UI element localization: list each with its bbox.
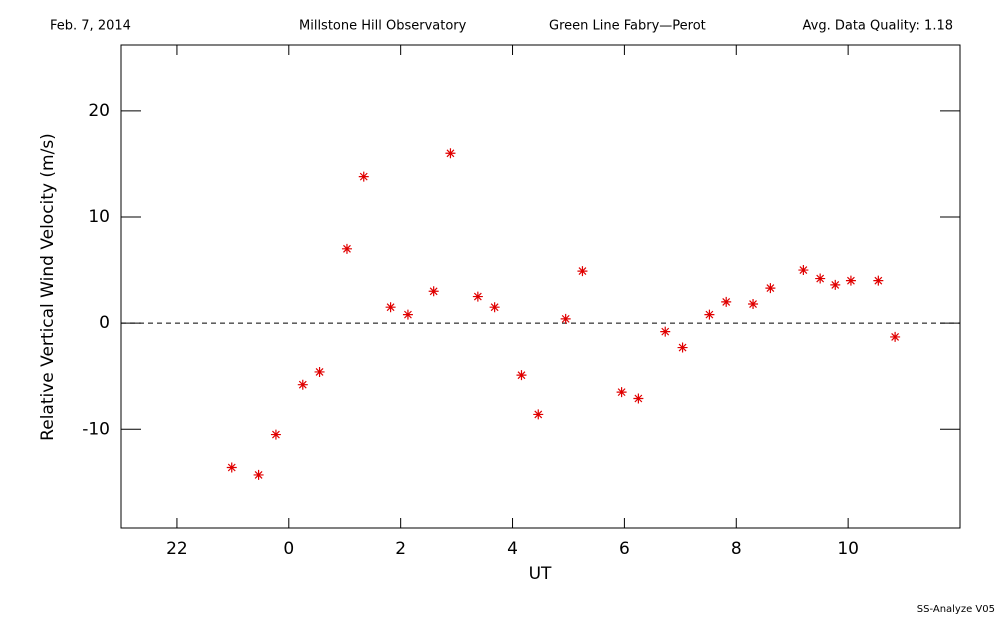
- data-point: [428, 286, 439, 297]
- x-tick-label: 4: [507, 539, 518, 559]
- data-point: [402, 309, 413, 320]
- data-point: [873, 275, 884, 286]
- data-point: [358, 171, 369, 182]
- data-point: [270, 429, 281, 440]
- data-point: [616, 387, 627, 398]
- data-point: [445, 148, 456, 159]
- data-point: [704, 309, 715, 320]
- header-site: Millstone Hill Observatory: [299, 19, 467, 34]
- data-point: [633, 393, 644, 404]
- y-axis-label: Relative Vertical Wind Velocity (m/s): [38, 133, 58, 441]
- x-tick-label: 0: [283, 539, 294, 559]
- x-tick-label: 22: [166, 539, 188, 559]
- data-point: [830, 279, 841, 290]
- data-point: [815, 273, 826, 284]
- plot-frame: [120, 44, 961, 529]
- header-date: Feb. 7, 2014: [50, 19, 131, 34]
- y-tick-label: 0: [99, 313, 110, 333]
- y-tick-label: -10: [82, 419, 110, 439]
- data-point: [314, 366, 325, 377]
- x-tick-label: 10: [837, 539, 859, 559]
- data-point: [533, 409, 544, 420]
- data-point: [472, 291, 483, 302]
- x-tick-label: 2: [395, 539, 406, 559]
- data-point: [890, 331, 901, 342]
- y-tick-label: 10: [88, 207, 110, 227]
- data-point: [748, 299, 759, 310]
- data-point: [798, 265, 809, 276]
- data-point: [226, 462, 237, 473]
- header-quality: Avg. Data Quality: 1.18: [803, 19, 953, 34]
- x-axis-label: UT: [529, 564, 552, 584]
- data-point: [677, 342, 688, 353]
- data-point: [253, 469, 264, 480]
- data-point: [385, 302, 396, 313]
- footer: SS-Analyze V05: [917, 604, 995, 615]
- data-point: [660, 326, 671, 337]
- y-tick-label: 20: [88, 101, 110, 121]
- data-point: [297, 379, 308, 390]
- data-point: [765, 283, 776, 294]
- x-tick-label: 8: [731, 539, 742, 559]
- x-tick-label: 6: [619, 539, 630, 559]
- data-point: [516, 370, 527, 381]
- data-point: [845, 275, 856, 286]
- data-point: [721, 296, 732, 307]
- data-point: [489, 302, 500, 313]
- header-instrument: Green Line Fabry—Perot: [549, 19, 706, 34]
- data-point: [577, 266, 588, 277]
- data-point: [560, 313, 571, 324]
- data-point: [341, 243, 352, 254]
